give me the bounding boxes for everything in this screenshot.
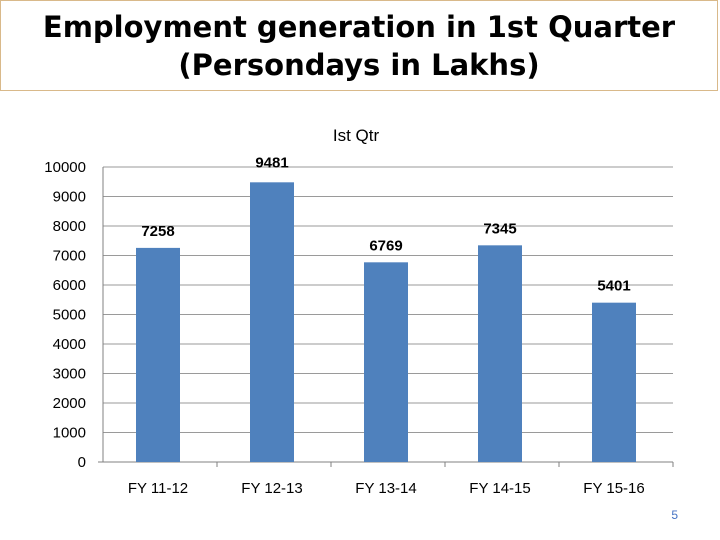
bar (250, 182, 294, 463)
x-tick-label: FY 15-16 (583, 480, 644, 497)
data-label: 6769 (369, 237, 402, 254)
y-tick-label: 5000 (53, 307, 86, 324)
y-tick-label: 8000 (53, 218, 86, 235)
data-label: 9481 (255, 154, 288, 171)
x-tick-label: FY 11-12 (128, 480, 188, 497)
bar (364, 262, 408, 462)
x-tick-label: FY 12-13 (241, 480, 302, 497)
y-tick-label: 10000 (44, 159, 86, 176)
y-tick-label: 3000 (53, 366, 86, 383)
slide-page-number: 5 (671, 508, 678, 522)
y-tick-label: 0 (78, 454, 86, 471)
slide-title-box: Employment generation in 1st Quarter (Pe… (0, 0, 718, 91)
bar (478, 245, 522, 462)
chart-title: Ist Qtr (333, 126, 380, 145)
y-tick-label: 4000 (53, 336, 86, 353)
data-label: 7258 (141, 223, 174, 240)
y-tick-label: 9000 (53, 189, 86, 206)
slide-title-line-1: Employment generation in 1st Quarter (42, 9, 676, 44)
y-tick-label: 7000 (53, 248, 86, 265)
x-tick-label: FY 14-15 (469, 480, 530, 497)
data-label: 7345 (483, 220, 516, 237)
slide-title-line-2: (Persondays in Lakhs) (178, 47, 540, 82)
y-tick-label: 6000 (53, 277, 86, 294)
y-tick-label: 2000 (53, 395, 86, 412)
bar (592, 302, 636, 462)
y-tick-label: 1000 (53, 425, 86, 442)
x-tick-label: FY 13-14 (355, 480, 416, 497)
data-label: 5401 (597, 278, 630, 295)
bar (136, 247, 180, 462)
